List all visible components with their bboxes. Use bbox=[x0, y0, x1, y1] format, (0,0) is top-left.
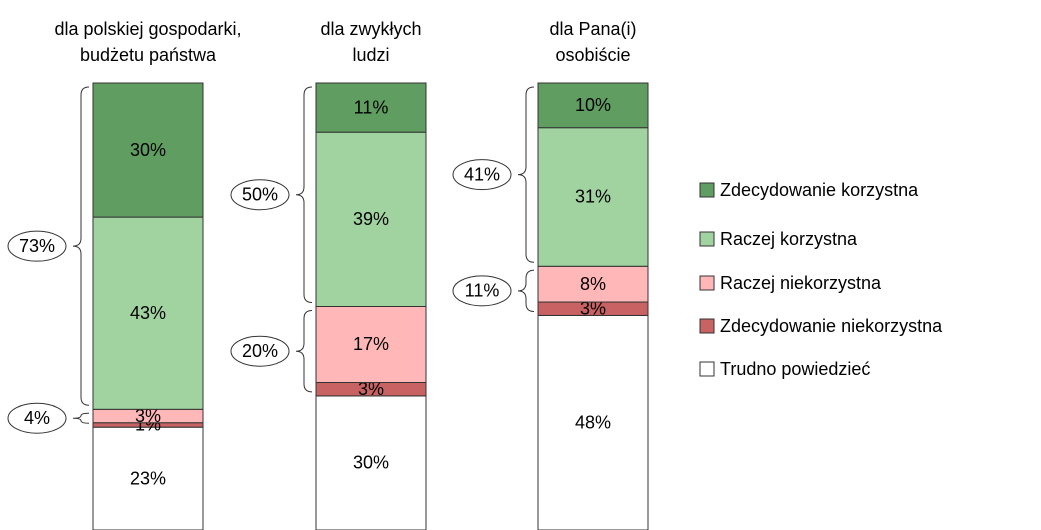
legend-swatch bbox=[699, 275, 715, 291]
total-brace bbox=[295, 86, 313, 303]
total-label: 41% bbox=[464, 164, 500, 184]
category-label: budżetu państwa bbox=[80, 45, 217, 65]
bar-segment bbox=[537, 82, 649, 129]
total-bubble bbox=[7, 402, 67, 434]
legend-label: Trudno powiedzieć bbox=[720, 359, 870, 379]
total-label: 50% bbox=[242, 185, 278, 205]
bar-segment bbox=[92, 216, 204, 410]
total-brace bbox=[517, 269, 535, 312]
total-brace bbox=[72, 412, 90, 424]
total-bubble bbox=[230, 335, 290, 367]
total-label: 73% bbox=[19, 236, 55, 256]
total-label: 20% bbox=[242, 341, 278, 361]
segment-label: 3% bbox=[358, 379, 384, 399]
total-label: 4% bbox=[24, 408, 50, 428]
category-label: dla polskiej gospodarki, bbox=[54, 19, 241, 39]
legend-label: Zdecydowanie niekorzystna bbox=[720, 316, 943, 336]
bar-segment bbox=[537, 127, 649, 267]
bar-segment bbox=[537, 314, 649, 530]
segment-label: 11% bbox=[354, 97, 389, 117]
segment-label: 31% bbox=[575, 187, 611, 207]
segment-label: 30% bbox=[353, 453, 389, 473]
legend-label: Raczej niekorzystna bbox=[720, 273, 882, 293]
category-label: dla Pana(i) bbox=[549, 19, 636, 39]
total-bubble bbox=[452, 159, 512, 191]
total-brace bbox=[295, 310, 313, 393]
total-brace bbox=[72, 86, 90, 406]
bar-segment bbox=[92, 426, 204, 530]
category-label: dla zwykłych bbox=[320, 19, 421, 39]
segment-label: 23% bbox=[130, 468, 166, 488]
total-bubble bbox=[230, 179, 290, 211]
segment-label: 43% bbox=[130, 303, 166, 323]
legend-label: Raczej korzystna bbox=[720, 229, 858, 249]
total-bubble bbox=[7, 230, 67, 262]
segment-label: 39% bbox=[353, 209, 389, 229]
segment-label: 3% bbox=[135, 406, 161, 426]
legend-swatch bbox=[699, 182, 715, 198]
bar-segment bbox=[315, 82, 427, 133]
segment-label: 10% bbox=[575, 95, 611, 115]
bar-segment bbox=[315, 131, 427, 307]
segment-label: 8% bbox=[580, 274, 606, 294]
segment-label: 30% bbox=[130, 140, 166, 160]
segment-label: 17% bbox=[353, 334, 389, 354]
total-brace bbox=[517, 86, 535, 263]
bar-segment bbox=[92, 82, 204, 218]
total-bubble bbox=[452, 275, 512, 307]
legend-swatch bbox=[699, 231, 715, 247]
total-label: 11% bbox=[465, 281, 500, 301]
legend-label: Zdecydowanie korzystna bbox=[720, 180, 919, 200]
segment-label: 48% bbox=[575, 412, 611, 432]
category-label: ludzi bbox=[352, 45, 389, 65]
category-label: osobiście bbox=[555, 45, 630, 65]
bar-segment bbox=[315, 306, 427, 383]
legend-swatch bbox=[699, 361, 715, 377]
segment-label: 3% bbox=[580, 298, 606, 318]
legend-swatch bbox=[699, 318, 715, 334]
bar-segment bbox=[537, 265, 649, 303]
